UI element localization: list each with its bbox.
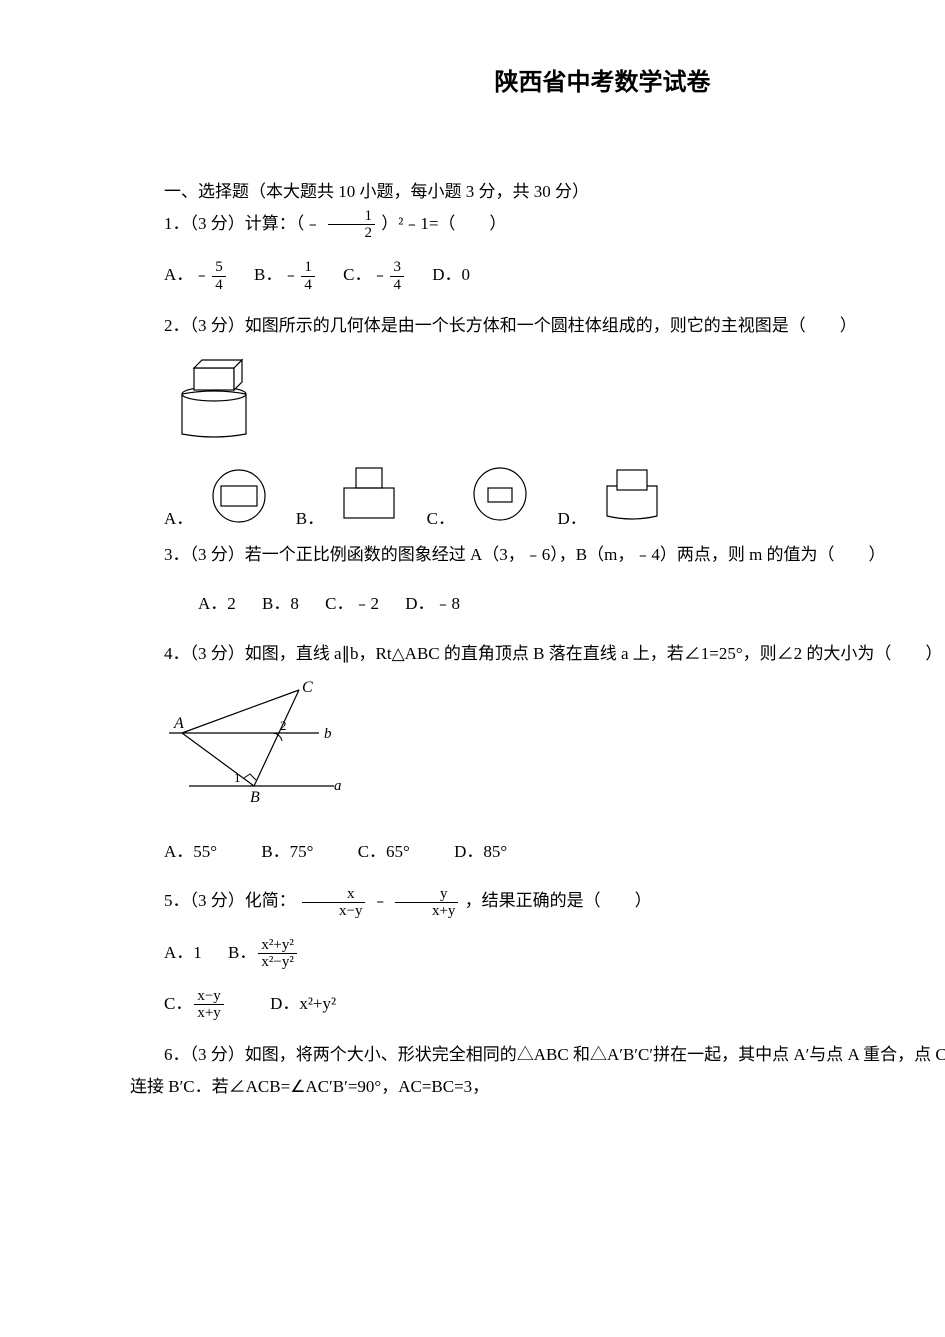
q1-opt-c-num: 3 <box>390 259 404 277</box>
q5-opt-b-den: x²−y² <box>258 954 296 971</box>
q4-label-c: C <box>302 679 313 696</box>
q5-opt-c: C．x−yx+y <box>164 988 226 1022</box>
q3-opt-a: A．2 <box>198 588 236 620</box>
q5-minus: ﹣ <box>372 891 389 910</box>
q1-opt-a-frac: 54 <box>212 259 226 293</box>
q5-opt-c-pre: C． <box>164 994 192 1013</box>
q1-opt-c-frac: 34 <box>390 259 404 293</box>
q1-opt-a: A．﹣54 <box>164 259 228 293</box>
q4-label-a: A <box>173 715 184 732</box>
q5-opt-b-num: x²+y² <box>258 937 296 955</box>
q5-opt-c-num: x−y <box>194 988 223 1006</box>
q5-frac1: x x−y <box>302 886 365 920</box>
q3-options: A．2 B．8 C．﹣2 D．﹣8 <box>130 588 945 620</box>
q2-opt-b-label: B． <box>296 503 324 535</box>
q4-opt-a: A．55° <box>164 836 217 868</box>
q4-label-linea: a <box>334 778 342 794</box>
q5-opt-b-frac: x²+y²x²−y² <box>258 937 296 971</box>
q1-opt-c: C．﹣34 <box>343 259 406 293</box>
q4-label-angle1: 1 <box>234 770 241 785</box>
q4-label-angle2: 2 <box>280 718 287 733</box>
q1-opt-a-num: 5 <box>212 259 226 277</box>
page-title: 陕西省中考数学试卷 <box>130 60 945 106</box>
q4-label-lineb: b <box>324 726 332 742</box>
q5-f2-num: y <box>395 886 458 904</box>
q3-opt-b: B．8 <box>262 588 299 620</box>
q2-option-figures: A． B． C． D． <box>164 458 945 535</box>
q4-figure: A B C b a 1 2 <box>164 678 945 819</box>
q5-opt-d: D．x²+y² <box>270 988 336 1020</box>
q4-opt-d: D．85° <box>454 836 507 868</box>
q5-stem-post: ，结果正确的是（ ） <box>465 891 652 910</box>
q1-opt-d: D．0 <box>432 259 470 291</box>
q2-opt-d-label: D． <box>557 503 586 535</box>
q1-opt-b: B．﹣14 <box>254 259 317 293</box>
q5-stem: 5．（3 分）化简： x x−y ﹣ y x+y ，结果正确的是（ ） <box>130 885 945 919</box>
q5-f1-den: x−y <box>302 903 365 920</box>
q3-opt-c: C．﹣2 <box>325 588 379 620</box>
q1-opt-a-pre: A．﹣ <box>164 265 210 284</box>
q1-frac: 1 2 <box>328 208 376 242</box>
q4-opt-b: B．75° <box>261 836 313 868</box>
q1-opt-a-den: 4 <box>212 277 226 294</box>
q2-opt-c-label: C． <box>427 503 455 535</box>
q2-stem: 2．（3 分）如图所示的几何体是由一个长方体和一个圆柱体组成的，则它的主视图是（… <box>130 310 945 342</box>
q5-stem-pre: 5．（3 分）化简： <box>164 891 296 910</box>
q3-stem: 3．（3 分）若一个正比例函数的图象经过 A（3，﹣6），B（m，﹣4）两点，则… <box>130 539 945 571</box>
q2-opt-c-fig <box>465 458 535 535</box>
q5-opt-b: B．x²+y²x²−y² <box>228 937 299 971</box>
q1-stem-post: ）²﹣1=（ ） <box>381 214 506 233</box>
q4-stem: 4．（3 分）如图，直线 a∥b，Rt△ABC 的直角顶点 B 落在直线 a 上… <box>130 638 945 670</box>
q2-solid-svg <box>164 350 264 442</box>
q6-stem: 6．（3 分）如图，将两个大小、形状完全相同的△ABC 和△A′B′C′拼在一起… <box>130 1039 945 1104</box>
q5-f2-den: x+y <box>395 903 458 920</box>
q2-opt-a-label: A． <box>164 503 193 535</box>
q4-label-b: B <box>250 789 260 806</box>
q3-opt-d: D．﹣8 <box>405 588 460 620</box>
q1-opt-b-den: 4 <box>301 277 315 294</box>
q1-stem: 1．（3 分）计算：（﹣ 1 2 ）²﹣1=（ ） <box>130 208 945 242</box>
q1-frac-num: 1 <box>328 208 376 226</box>
q5-options-row1: A．1 B．x²+y²x²−y² <box>130 937 945 971</box>
q1-opt-c-den: 4 <box>390 277 404 294</box>
q1-opt-b-frac: 14 <box>301 259 315 293</box>
q1-frac-den: 2 <box>328 225 376 242</box>
q5-options-row2: C．x−yx+y D．x²+y² <box>130 988 945 1022</box>
q5-opt-b-pre: B． <box>228 943 256 962</box>
q5-opt-a: A．1 <box>164 937 202 969</box>
q5-frac2: y x+y <box>395 886 458 920</box>
q4-svg: A B C b a 1 2 <box>164 678 344 808</box>
q1-opt-b-num: 1 <box>301 259 315 277</box>
q5-opt-c-frac: x−yx+y <box>194 988 223 1022</box>
q2-solid-figure <box>164 350 945 453</box>
q1-opt-c-pre: C．﹣ <box>343 265 388 284</box>
q1-options: A．﹣54 B．﹣14 C．﹣34 D．0 <box>130 259 945 293</box>
q2-opt-a-fig <box>204 458 274 535</box>
q5-f1-num: x <box>302 886 365 904</box>
q4-opt-c: C．65° <box>358 836 410 868</box>
q5-opt-c-den: x+y <box>194 1005 223 1022</box>
q4-options: A．55° B．75° C．65° D．85° <box>130 836 945 868</box>
q2-opt-b-fig <box>334 458 404 535</box>
q1-stem-pre: 1．（3 分）计算：（﹣ <box>164 214 321 233</box>
section-heading: 一、选择题（本大题共 10 小题，每小题 3 分，共 30 分） <box>130 176 945 208</box>
q1-opt-b-pre: B．﹣ <box>254 265 299 284</box>
q2-opt-d-fig <box>597 458 667 535</box>
